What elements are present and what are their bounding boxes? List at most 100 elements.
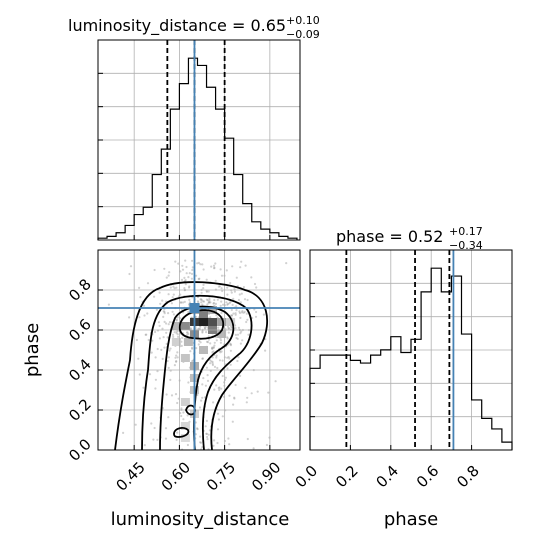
density-cell — [180, 434, 190, 442]
sample-point — [240, 292, 243, 295]
sample-point — [211, 363, 214, 367]
sample-point — [175, 332, 178, 335]
phase-quantile-lines — [345, 250, 451, 450]
sample-point — [208, 298, 211, 302]
sample-point — [144, 333, 147, 336]
sample-point — [250, 392, 253, 395]
sample-point — [182, 411, 185, 414]
joint-xtick-label-2: 0.75 — [203, 458, 239, 494]
sample-point — [206, 341, 210, 344]
sample-point — [206, 435, 209, 439]
phase-title: phase = 0.52 — [336, 227, 443, 246]
sample-point — [165, 331, 168, 334]
sample-point — [142, 304, 146, 307]
sample-point — [184, 283, 187, 286]
sample-point — [196, 428, 199, 431]
sample-point — [168, 271, 171, 274]
sample-point — [177, 335, 180, 338]
sample-point — [187, 276, 190, 279]
joint-truth-point — [189, 303, 200, 313]
sample-point — [221, 415, 224, 418]
density-cell — [208, 306, 217, 314]
sample-point — [212, 264, 216, 267]
sample-point — [176, 333, 179, 336]
density-cell — [217, 318, 227, 326]
sample-point — [221, 289, 224, 293]
contour-outer — [114, 281, 269, 450]
density-cell — [180, 398, 190, 406]
sample-point — [236, 337, 239, 340]
sample-point — [183, 276, 186, 279]
sample-point — [172, 313, 175, 316]
sample-point — [234, 327, 237, 330]
sample-point — [207, 290, 210, 293]
sample-point — [158, 324, 161, 327]
sample-point — [207, 301, 210, 304]
sample-point — [168, 349, 171, 352]
sample-point — [204, 327, 207, 330]
sample-point — [209, 362, 212, 365]
sample-point — [239, 342, 242, 345]
sample-point — [184, 279, 187, 282]
sample-point — [265, 443, 268, 447]
sample-point — [156, 370, 159, 373]
sample-point — [201, 263, 204, 266]
sample-point — [198, 327, 201, 331]
sample-point — [180, 278, 184, 281]
sample-point — [187, 381, 190, 384]
sample-point — [161, 299, 164, 302]
density-cell — [171, 322, 181, 330]
sample-point — [122, 431, 125, 434]
sample-point — [148, 373, 152, 376]
sample-point — [191, 347, 194, 350]
sample-point — [191, 266, 194, 269]
sample-point — [254, 315, 258, 318]
sample-point — [150, 351, 153, 354]
sample-point — [154, 378, 157, 381]
sample-point — [234, 333, 237, 336]
sample-point — [198, 339, 201, 343]
sample-point — [158, 291, 161, 294]
sample-point — [253, 282, 257, 286]
sample-point — [241, 310, 244, 313]
sample-point — [201, 331, 204, 334]
sample-point — [240, 260, 243, 263]
sample-point — [146, 282, 150, 285]
sample-point — [163, 320, 166, 323]
sample-point — [196, 393, 199, 396]
sample-point — [205, 419, 208, 422]
sample-point — [217, 418, 220, 421]
sample-point — [228, 443, 231, 446]
sample-point — [222, 303, 225, 306]
sample-point — [246, 437, 249, 441]
sample-point — [128, 272, 131, 276]
sample-point — [241, 339, 244, 342]
sample-point — [176, 351, 179, 354]
sample-point — [208, 429, 211, 432]
sample-point — [230, 314, 233, 317]
sample-point — [214, 262, 217, 265]
sample-point — [156, 347, 159, 351]
sample-point — [195, 347, 198, 350]
sample-point — [209, 301, 212, 304]
sample-point — [217, 387, 220, 390]
sample-point — [145, 333, 148, 336]
sample-point — [209, 316, 212, 319]
contour-island-1 — [173, 427, 190, 438]
sample-point — [138, 316, 141, 319]
sample-point — [196, 262, 199, 265]
sample-point — [197, 277, 200, 281]
sample-point — [154, 356, 157, 359]
sample-point — [167, 293, 170, 296]
sample-point — [215, 384, 218, 387]
sample-point — [267, 391, 270, 394]
sample-point — [220, 274, 224, 277]
sample-point — [225, 269, 228, 272]
sample-point — [210, 265, 213, 268]
sample-point — [234, 313, 237, 316]
sample-point — [219, 268, 222, 271]
joint-ytick-label-3: 0.6 — [65, 315, 95, 345]
sample-point — [138, 286, 141, 289]
sample-point — [233, 397, 236, 400]
sample-point — [274, 380, 277, 383]
